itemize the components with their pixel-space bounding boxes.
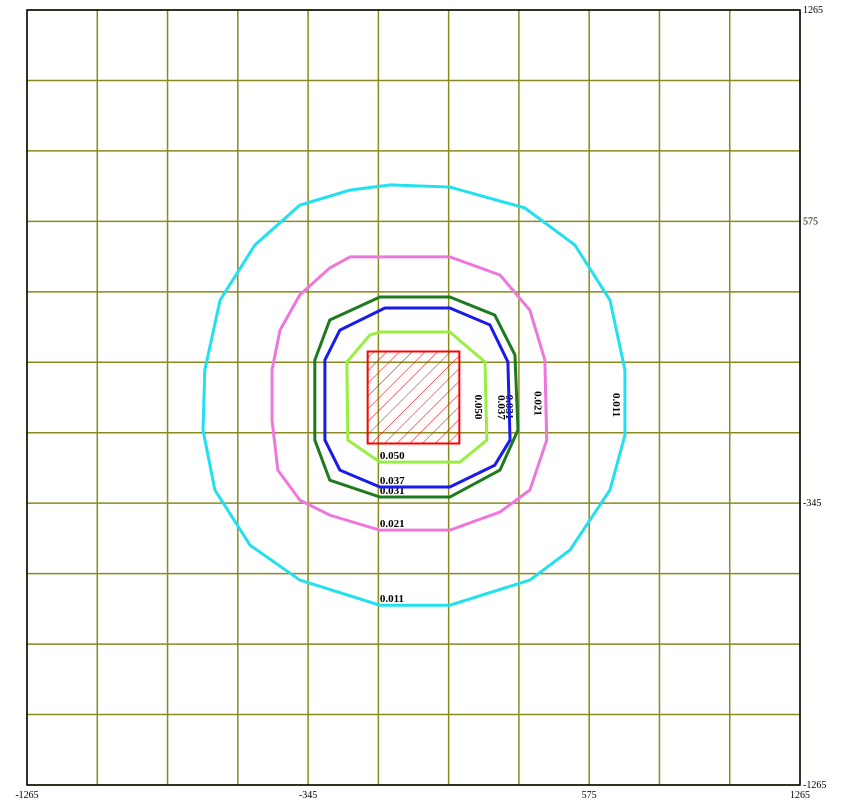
plot-border	[26, 9, 801, 786]
y-tick-label: -345	[803, 498, 821, 509]
contour-label: 0.021	[532, 391, 544, 416]
x-tick-label: 1265	[790, 790, 810, 801]
contour-label: 0.021	[380, 518, 405, 530]
contour-line	[323, 306, 512, 489]
x-tick-label: 575	[582, 790, 597, 801]
x-tick-label: -345	[299, 790, 317, 801]
contour-line	[345, 330, 489, 464]
contour-label: 0.011	[380, 593, 404, 605]
y-tick-label: -1265	[803, 780, 826, 791]
y-tick-label: 575	[803, 216, 818, 227]
contour-label: 0.050	[472, 395, 484, 420]
contour-line	[313, 295, 520, 499]
x-tick-label: -1265	[15, 790, 38, 801]
contour-line	[270, 255, 549, 532]
contour-label: 0.050	[380, 450, 405, 462]
source-area	[366, 350, 461, 445]
y-tick-label: 1265	[803, 5, 823, 16]
contour-label: 0.037	[495, 395, 507, 420]
contour-line	[201, 183, 627, 607]
contour-label: 0.037	[380, 475, 405, 487]
contour-label: 0.011	[610, 393, 622, 417]
